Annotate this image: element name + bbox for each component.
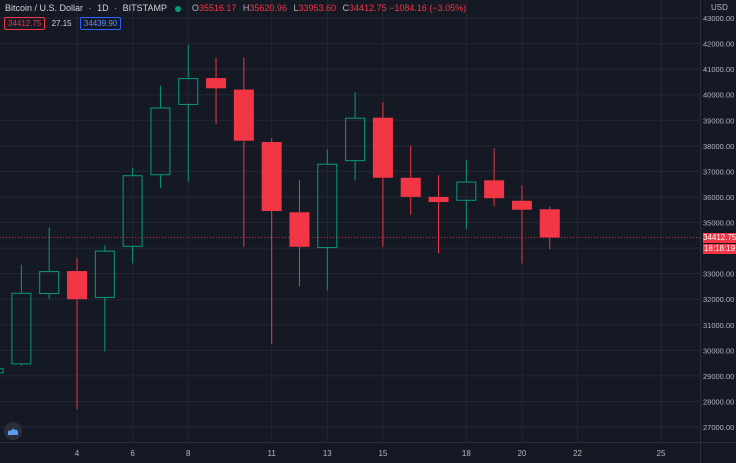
candle-body — [122, 175, 143, 247]
price-tick-label: 33000.00 — [703, 270, 734, 279]
price-tick-label: 43000.00 — [703, 14, 734, 23]
candle-body — [206, 78, 227, 89]
currency-label: USD — [711, 3, 728, 12]
time-axis[interactable]: 4 6 8 11 13 15 18 20 22 25 — [0, 442, 736, 459]
price-tick-label: 29000.00 — [703, 372, 734, 381]
price-tick-label: 42000.00 — [703, 40, 734, 49]
high-label: H — [242, 3, 250, 13]
candle-body — [317, 163, 338, 249]
candle-down — [400, 145, 421, 215]
symbol-name[interactable]: Bitcoin / U.S. Dollar — [5, 3, 84, 13]
candle-body — [39, 271, 60, 295]
candle-up — [0, 368, 4, 374]
candle-body — [233, 89, 254, 141]
candle-up — [11, 264, 32, 366]
price-tick-label: 40000.00 — [703, 91, 734, 100]
market-status-icon — [175, 5, 182, 12]
buy-price-button[interactable]: 34439.90 — [79, 17, 122, 30]
close-label: C — [342, 3, 350, 13]
chart-grid — [0, 0, 700, 442]
candle-body — [178, 78, 199, 105]
candle-up — [39, 227, 60, 300]
chart-legend: Bitcoin / U.S. Dollar · 1D · BITSTAMP O3… — [5, 3, 467, 13]
price-tick-label: 37000.00 — [703, 167, 734, 176]
candle-body — [428, 196, 449, 203]
candle-down — [484, 148, 505, 206]
price-tick-label: 30000.00 — [703, 346, 734, 355]
candle-body — [539, 209, 560, 238]
candle-up — [317, 149, 338, 291]
price-tick-label: 35000.00 — [703, 219, 734, 228]
candle-up — [345, 92, 366, 181]
close-value: 34412.75 −1084.16 (−3.05%) — [349, 3, 467, 13]
open-value: 35516.17 — [198, 3, 237, 13]
price-tick-label: 28000.00 — [703, 397, 734, 406]
tradingview-logo-icon[interactable] — [4, 422, 22, 440]
candle-body — [261, 141, 282, 211]
date-tick-label: 22 — [573, 449, 582, 458]
candle-body — [11, 292, 32, 365]
candle-down — [511, 185, 532, 264]
candle-down — [261, 138, 282, 344]
date-tick-label: 6 — [130, 449, 135, 458]
price-tick-label: 27000.00 — [703, 423, 734, 432]
candle-body — [289, 212, 310, 247]
price-tick-label: 39000.00 — [703, 116, 734, 125]
candle-down — [428, 175, 449, 254]
candle-down — [539, 206, 560, 250]
price-tick-label: 32000.00 — [703, 295, 734, 304]
price-tick-label: 41000.00 — [703, 65, 734, 74]
open-label: O — [191, 3, 199, 13]
bid-ask-row: 34412.75 27.15 34439.90 — [4, 17, 125, 30]
candle-body — [400, 177, 421, 197]
interval-label[interactable]: 1D — [97, 3, 109, 13]
date-tick-label: 13 — [323, 449, 332, 458]
candle-down — [289, 180, 310, 287]
candle-body — [511, 200, 532, 210]
countdown-tag: 18:18:19 — [703, 243, 736, 254]
candle-body — [345, 117, 366, 162]
candle-up — [150, 85, 171, 188]
candle-down — [233, 57, 254, 247]
candle-up — [94, 245, 115, 352]
candle-down — [67, 258, 87, 410]
candle-body — [94, 250, 115, 298]
candle-body — [484, 180, 505, 199]
date-tick-label: 25 — [657, 449, 666, 458]
date-tick-label: 8 — [186, 449, 191, 458]
candle-body — [150, 107, 171, 176]
candle-body — [372, 117, 393, 178]
date-tick-label: 4 — [75, 449, 80, 458]
price-tick-label: 31000.00 — [703, 321, 734, 330]
candle-down — [206, 57, 227, 125]
price-tick-label: 36000.00 — [703, 193, 734, 202]
candle-body — [0, 368, 4, 374]
date-tick-label: 11 — [268, 449, 277, 458]
candle-down — [372, 102, 393, 247]
sell-price-button[interactable]: 34412.75 — [4, 17, 46, 30]
date-tick-label: 20 — [517, 449, 526, 458]
exchange-label: BITSTAMP — [122, 3, 167, 13]
candle-up — [456, 159, 477, 229]
low-value: 33953.60 — [298, 3, 337, 13]
candle-body — [456, 181, 477, 201]
low-label: L — [293, 3, 299, 13]
candle-up — [178, 44, 199, 182]
candle-body — [67, 271, 87, 300]
candles — [0, 44, 560, 410]
price-axis[interactable]: 27000.00 28000.00 29000.00 30000.00 31000.00… — [700, 0, 735, 463]
price-tick-label: 38000.00 — [703, 142, 734, 151]
high-value: 35620.96 — [249, 3, 287, 13]
date-tick-label: 18 — [462, 449, 471, 458]
last-price-tag: 34412.75 — [703, 232, 736, 243]
date-tick-label: 15 — [378, 449, 387, 458]
candle-up — [122, 167, 143, 264]
spread-value: 27.15 — [51, 19, 72, 28]
